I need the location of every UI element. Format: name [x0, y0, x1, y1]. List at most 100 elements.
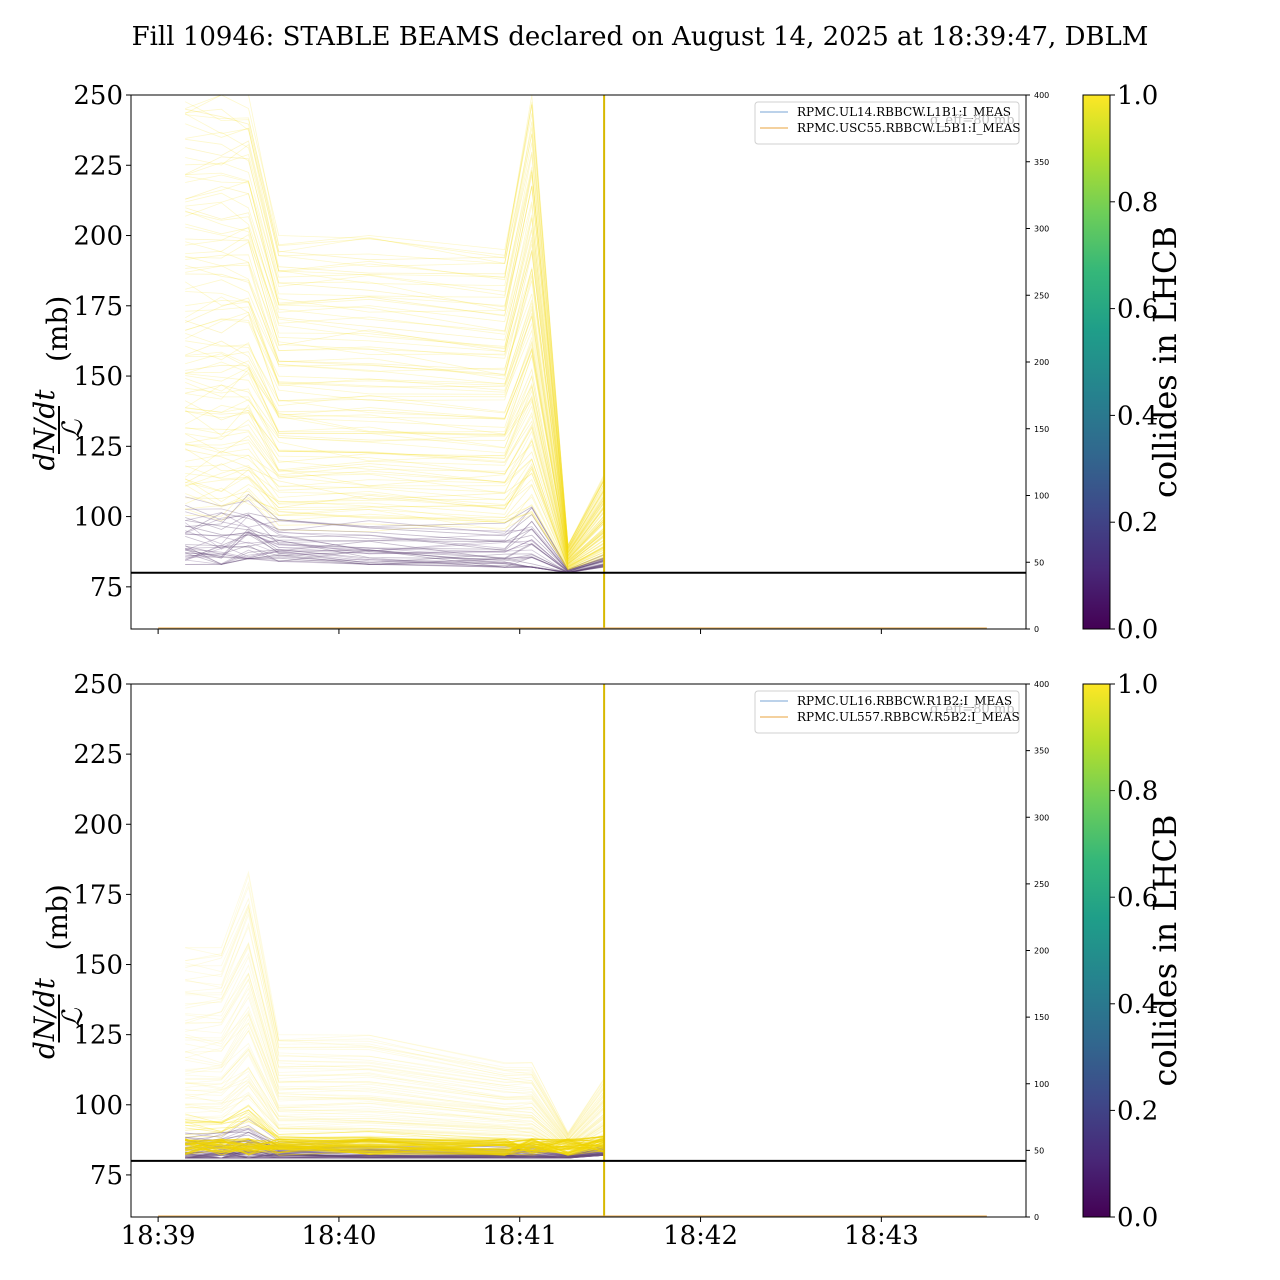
bunch-trace — [185, 1046, 605, 1148]
bunch-trace — [185, 1154, 605, 1159]
bunch-trace — [185, 992, 605, 1145]
y2-tick-label: 400 — [1034, 91, 1049, 100]
bunch-trace — [185, 361, 605, 561]
bunch-trace — [185, 279, 605, 557]
bunch-trace — [184, 296, 605, 559]
y-label-numerator: dN/dt — [28, 977, 61, 1059]
bunch-trace — [185, 548, 605, 573]
bunch-trace — [185, 172, 605, 550]
bunch-trace — [185, 487, 605, 571]
bunch-trace — [185, 1149, 605, 1159]
legend-label: RPMC.USC55.RBBCW.L5B1:I_MEAS — [797, 121, 1020, 135]
bunch-trace — [184, 478, 605, 570]
bunch-trace — [185, 979, 605, 1144]
legend-label: RPMC.UL557.RBBCW.R5B2:I_MEAS — [797, 710, 1020, 724]
bunch-trace — [185, 490, 605, 570]
bunch-trace — [185, 544, 605, 573]
bunch-trace — [185, 340, 605, 560]
colorbar — [1082, 94, 1111, 630]
reference-label: σ_eff=80 mb — [930, 113, 1015, 128]
bunch-trace — [185, 264, 605, 557]
y-tick-label: 150 — [73, 951, 123, 981]
bunch-trace — [185, 433, 605, 566]
bunch-trace — [185, 372, 605, 562]
bunch-trace — [185, 256, 605, 556]
bunch-trace — [185, 906, 605, 1137]
bunch-trace — [185, 1150, 605, 1159]
bunch-trace — [185, 498, 605, 570]
colorbar-label: collides in LHCB — [1146, 226, 1184, 498]
bunch-trace — [185, 881, 605, 1136]
bunch-trace — [185, 400, 605, 565]
bunch-trace — [185, 333, 605, 560]
bunch-trace — [185, 373, 605, 563]
bunch-trace — [185, 454, 605, 567]
bunch-trace — [185, 340, 605, 561]
bunch-trace — [185, 1018, 605, 1147]
bunch-trace — [185, 95, 605, 547]
y-label-numerator: dN/dt — [28, 389, 61, 471]
bunch-trace — [185, 544, 605, 573]
legend-box — [754, 690, 1020, 734]
bunch-trace — [185, 1154, 605, 1159]
colorbar-tick-label: 0.6 — [1117, 883, 1158, 913]
bunch-trace — [185, 430, 605, 567]
bunch-trace — [185, 873, 605, 1134]
bunch-trace — [185, 233, 605, 555]
bunch-trace — [185, 1009, 605, 1147]
y2-tick-label: 100 — [1034, 1080, 1049, 1089]
bunch-trace — [185, 138, 605, 549]
bunch-trace — [185, 387, 605, 564]
bunch-core-trace — [185, 1137, 605, 1154]
legend-box — [754, 101, 1020, 145]
bunch-trace — [185, 1151, 605, 1159]
y2-tick-label: 200 — [1034, 947, 1049, 956]
bunch-trace — [185, 903, 605, 1136]
bunch-trace — [185, 400, 605, 565]
y-label-denominator: ℒ — [56, 1008, 89, 1029]
bunch-trace — [185, 1149, 605, 1159]
bunch-trace — [185, 909, 605, 1138]
bunch-trace — [185, 186, 605, 552]
y-tick-label: 250 — [73, 670, 123, 700]
bunch-trace — [185, 121, 605, 550]
bunch-trace — [185, 1152, 605, 1159]
y-label-unit: (mb) — [41, 296, 74, 362]
bunch-trace — [185, 978, 605, 1144]
bunch-trace — [185, 1154, 605, 1159]
bunch-trace — [185, 1153, 605, 1159]
bunch-trace — [185, 207, 605, 554]
bunch-trace — [185, 870, 605, 1134]
bunch-trace — [185, 311, 605, 560]
bunch-trace — [185, 506, 605, 571]
y-tick-label: 75 — [90, 1161, 123, 1191]
bunch-trace — [185, 1150, 605, 1159]
bunch-trace — [185, 153, 605, 550]
bunch-trace — [185, 973, 605, 1143]
colorbar-tick-label: 0.6 — [1117, 295, 1158, 325]
bunch-trace — [185, 552, 605, 574]
bunch-trace — [185, 1030, 605, 1148]
bunch-core-trace — [185, 1138, 605, 1156]
y-tick-label: 150 — [73, 362, 123, 392]
bunch-trace — [184, 484, 605, 570]
bunch-trace — [185, 549, 605, 574]
bunch-trace — [185, 493, 605, 570]
bunch-trace — [185, 496, 605, 571]
bunch-trace — [185, 553, 605, 574]
y2-tick-label: 200 — [1034, 358, 1049, 367]
bunch-trace — [185, 996, 605, 1146]
bunch-trace — [185, 554, 605, 574]
bunch-trace — [185, 905, 605, 1137]
bunch-trace — [185, 211, 605, 553]
y2-tick-label: 350 — [1034, 158, 1049, 167]
bunch-trace — [185, 254, 605, 556]
bunch-trace — [185, 520, 605, 572]
bunch-trace — [185, 942, 605, 1140]
y-tick-label: 175 — [73, 292, 123, 322]
bunch-trace — [185, 515, 605, 571]
bunch-trace — [185, 1154, 605, 1159]
colorbar-tick-label: 0.8 — [1117, 188, 1158, 218]
bunch-trace — [185, 955, 605, 1141]
bunch-trace — [185, 469, 605, 569]
